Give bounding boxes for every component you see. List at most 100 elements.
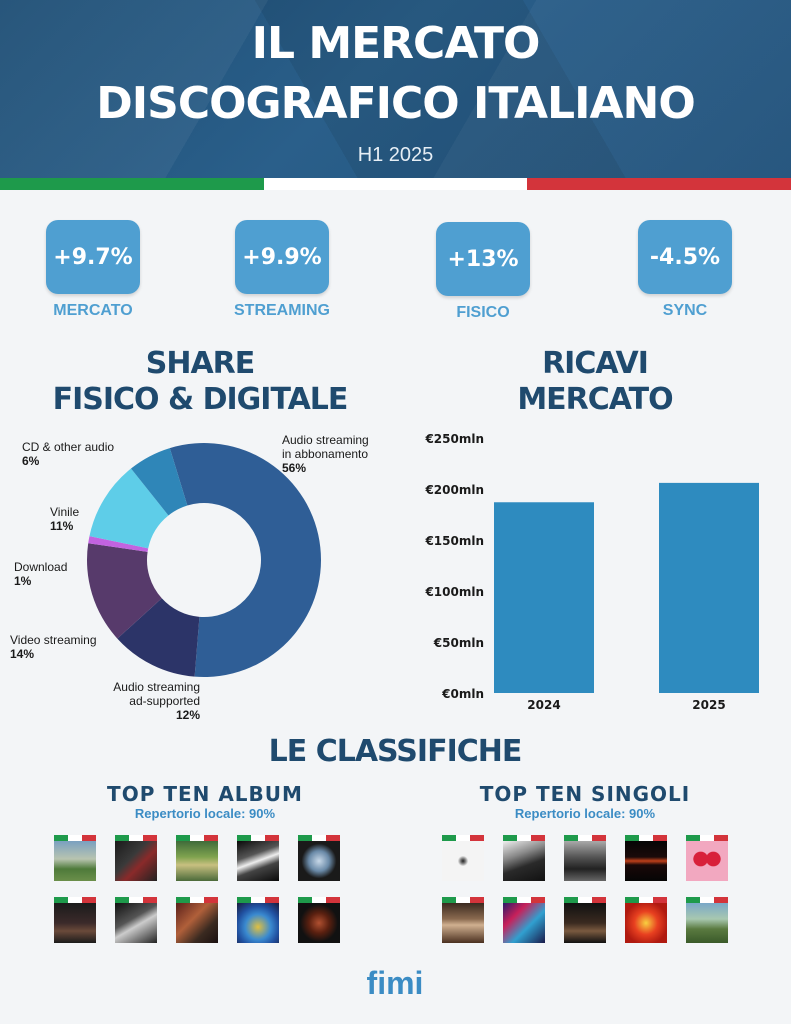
donut-label-pct: 14%: [10, 647, 35, 661]
donut-label-pct: 12%: [175, 708, 200, 722]
cover-art: [237, 835, 279, 881]
kpi-label: FISICO: [456, 304, 510, 321]
x-tick-label: 2025: [692, 698, 725, 712]
donut-label-text: Audio streaming: [282, 433, 369, 447]
y-tick-label: €200mln: [424, 483, 484, 497]
cover-art: [625, 835, 667, 881]
page-title-line1: IL MERCATO: [251, 18, 541, 69]
cover-art: [237, 897, 279, 943]
y-tick-label: €50mln: [433, 636, 484, 650]
donut-slice: [89, 468, 169, 549]
donut-slice: [87, 543, 162, 639]
italian-flag-icon: [298, 835, 340, 841]
cover-image: [442, 903, 484, 943]
cover-art: [503, 897, 545, 943]
y-tick-label: €100mln: [424, 585, 484, 599]
classifiche-title: LE CLASSIFICHE: [268, 734, 523, 769]
donut-label: Download 1%: [14, 560, 67, 588]
cover-art: [442, 897, 484, 943]
donut-label: CD & other audio 6%: [22, 440, 114, 468]
donut-slice: [88, 536, 149, 552]
donut-slice: [131, 448, 188, 516]
revenue-title: RICAVI MERCATO: [450, 346, 740, 418]
donut-label-text: ad-supported: [129, 694, 200, 708]
donut-label-pct: 1%: [14, 574, 32, 588]
cover-art: [176, 897, 218, 943]
donut-slice: [169, 443, 321, 677]
italian-flag-icon: [176, 897, 218, 903]
donut-label-text: Video streaming: [10, 633, 97, 647]
cover-image: [237, 841, 279, 881]
revenue-bar-chart: €0mln €50mln €100mln €150mln €200mln €250mln 2…: [424, 432, 759, 712]
cover-image: [237, 903, 279, 943]
cover-image: [298, 903, 340, 943]
cover-art: [503, 835, 545, 881]
italian-flag-bar: [0, 178, 791, 190]
italian-flag-icon: [237, 835, 279, 841]
donut-label-pct: 56%: [282, 461, 307, 475]
donut-label-pct: 11%: [50, 519, 74, 533]
kpi-label: STREAMING: [234, 302, 330, 319]
cover-image: [503, 841, 545, 881]
kpi-value: +9.7%: [46, 220, 140, 294]
cover-image: [115, 903, 157, 943]
italian-flag-icon: [442, 835, 484, 841]
cover-image: [686, 841, 728, 881]
donut-label: Vinile 11%: [50, 505, 79, 533]
cover-art: [176, 835, 218, 881]
x-tick-label: 2024: [527, 698, 560, 712]
page-title-line2: DISCOGRAFICO ITALIANO: [96, 78, 695, 129]
kpi-value: +13%: [436, 222, 530, 296]
donut-label: Audio streaming ad-supported 12%: [60, 680, 200, 722]
kpi-fisico: +13% FISICO: [428, 222, 538, 322]
share-title: SHARE FISICO & DIGITALE: [40, 346, 360, 418]
flag-red-stripe: [527, 178, 791, 190]
kpi-label: MERCATO: [53, 302, 133, 319]
italian-flag-icon: [115, 835, 157, 841]
italian-flag-icon: [237, 897, 279, 903]
cover-image: [115, 841, 157, 881]
revenue-title-line2: MERCATO: [517, 382, 673, 417]
flag-green-stripe: [0, 178, 264, 190]
cover-art: [54, 835, 96, 881]
italian-flag-icon: [298, 897, 340, 903]
kpi-value: +9.9%: [235, 220, 329, 294]
italian-flag-icon: [503, 897, 545, 903]
italian-flag-icon: [54, 835, 96, 841]
albums-title: TOP TEN ALBUM: [107, 782, 303, 806]
kpi-streaming: +9.9% STREAMING: [227, 220, 337, 320]
cover-image: [625, 841, 667, 881]
fimi-logo: fimi: [366, 965, 424, 1001]
italian-flag-icon: [503, 835, 545, 841]
cover-art: [686, 835, 728, 881]
share-donut-chart: [87, 443, 321, 677]
header-banner: IL MERCATO DISCOGRAFICO ITALIANO H1 2025: [0, 0, 791, 178]
bar: [494, 502, 594, 693]
kpi-sync: -4.5% SYNC: [630, 220, 740, 320]
italian-flag-icon: [54, 897, 96, 903]
italian-flag-icon: [686, 835, 728, 841]
singles-title: TOP TEN SINGOLI: [479, 782, 691, 806]
italian-flag-icon: [625, 897, 667, 903]
revenue-title-line1: RICAVI: [542, 346, 649, 381]
italian-flag-icon: [564, 897, 606, 903]
kpi-value: -4.5%: [638, 220, 732, 294]
donut-label-text: Vinile: [50, 505, 80, 519]
cover-art: [442, 835, 484, 881]
cover-image: [54, 903, 96, 943]
cover-art: [625, 897, 667, 943]
italian-flag-icon: [625, 835, 667, 841]
donut-label-text: Audio streaming: [113, 680, 200, 694]
cover-image: [298, 841, 340, 881]
y-tick-label: €0mln: [441, 687, 484, 701]
cover-art: [564, 897, 606, 943]
cover-image: [176, 841, 218, 881]
cover-art: [298, 835, 340, 881]
italian-flag-icon: [115, 897, 157, 903]
donut-label: Video streaming 14%: [10, 633, 97, 661]
italian-flag-icon: [442, 897, 484, 903]
donut-label-text: CD & other audio: [22, 440, 115, 454]
donut-label: Audio streaming in abbonamento 56%: [282, 433, 369, 475]
cover-image: [503, 903, 545, 943]
share-title-line1: SHARE: [145, 346, 256, 381]
